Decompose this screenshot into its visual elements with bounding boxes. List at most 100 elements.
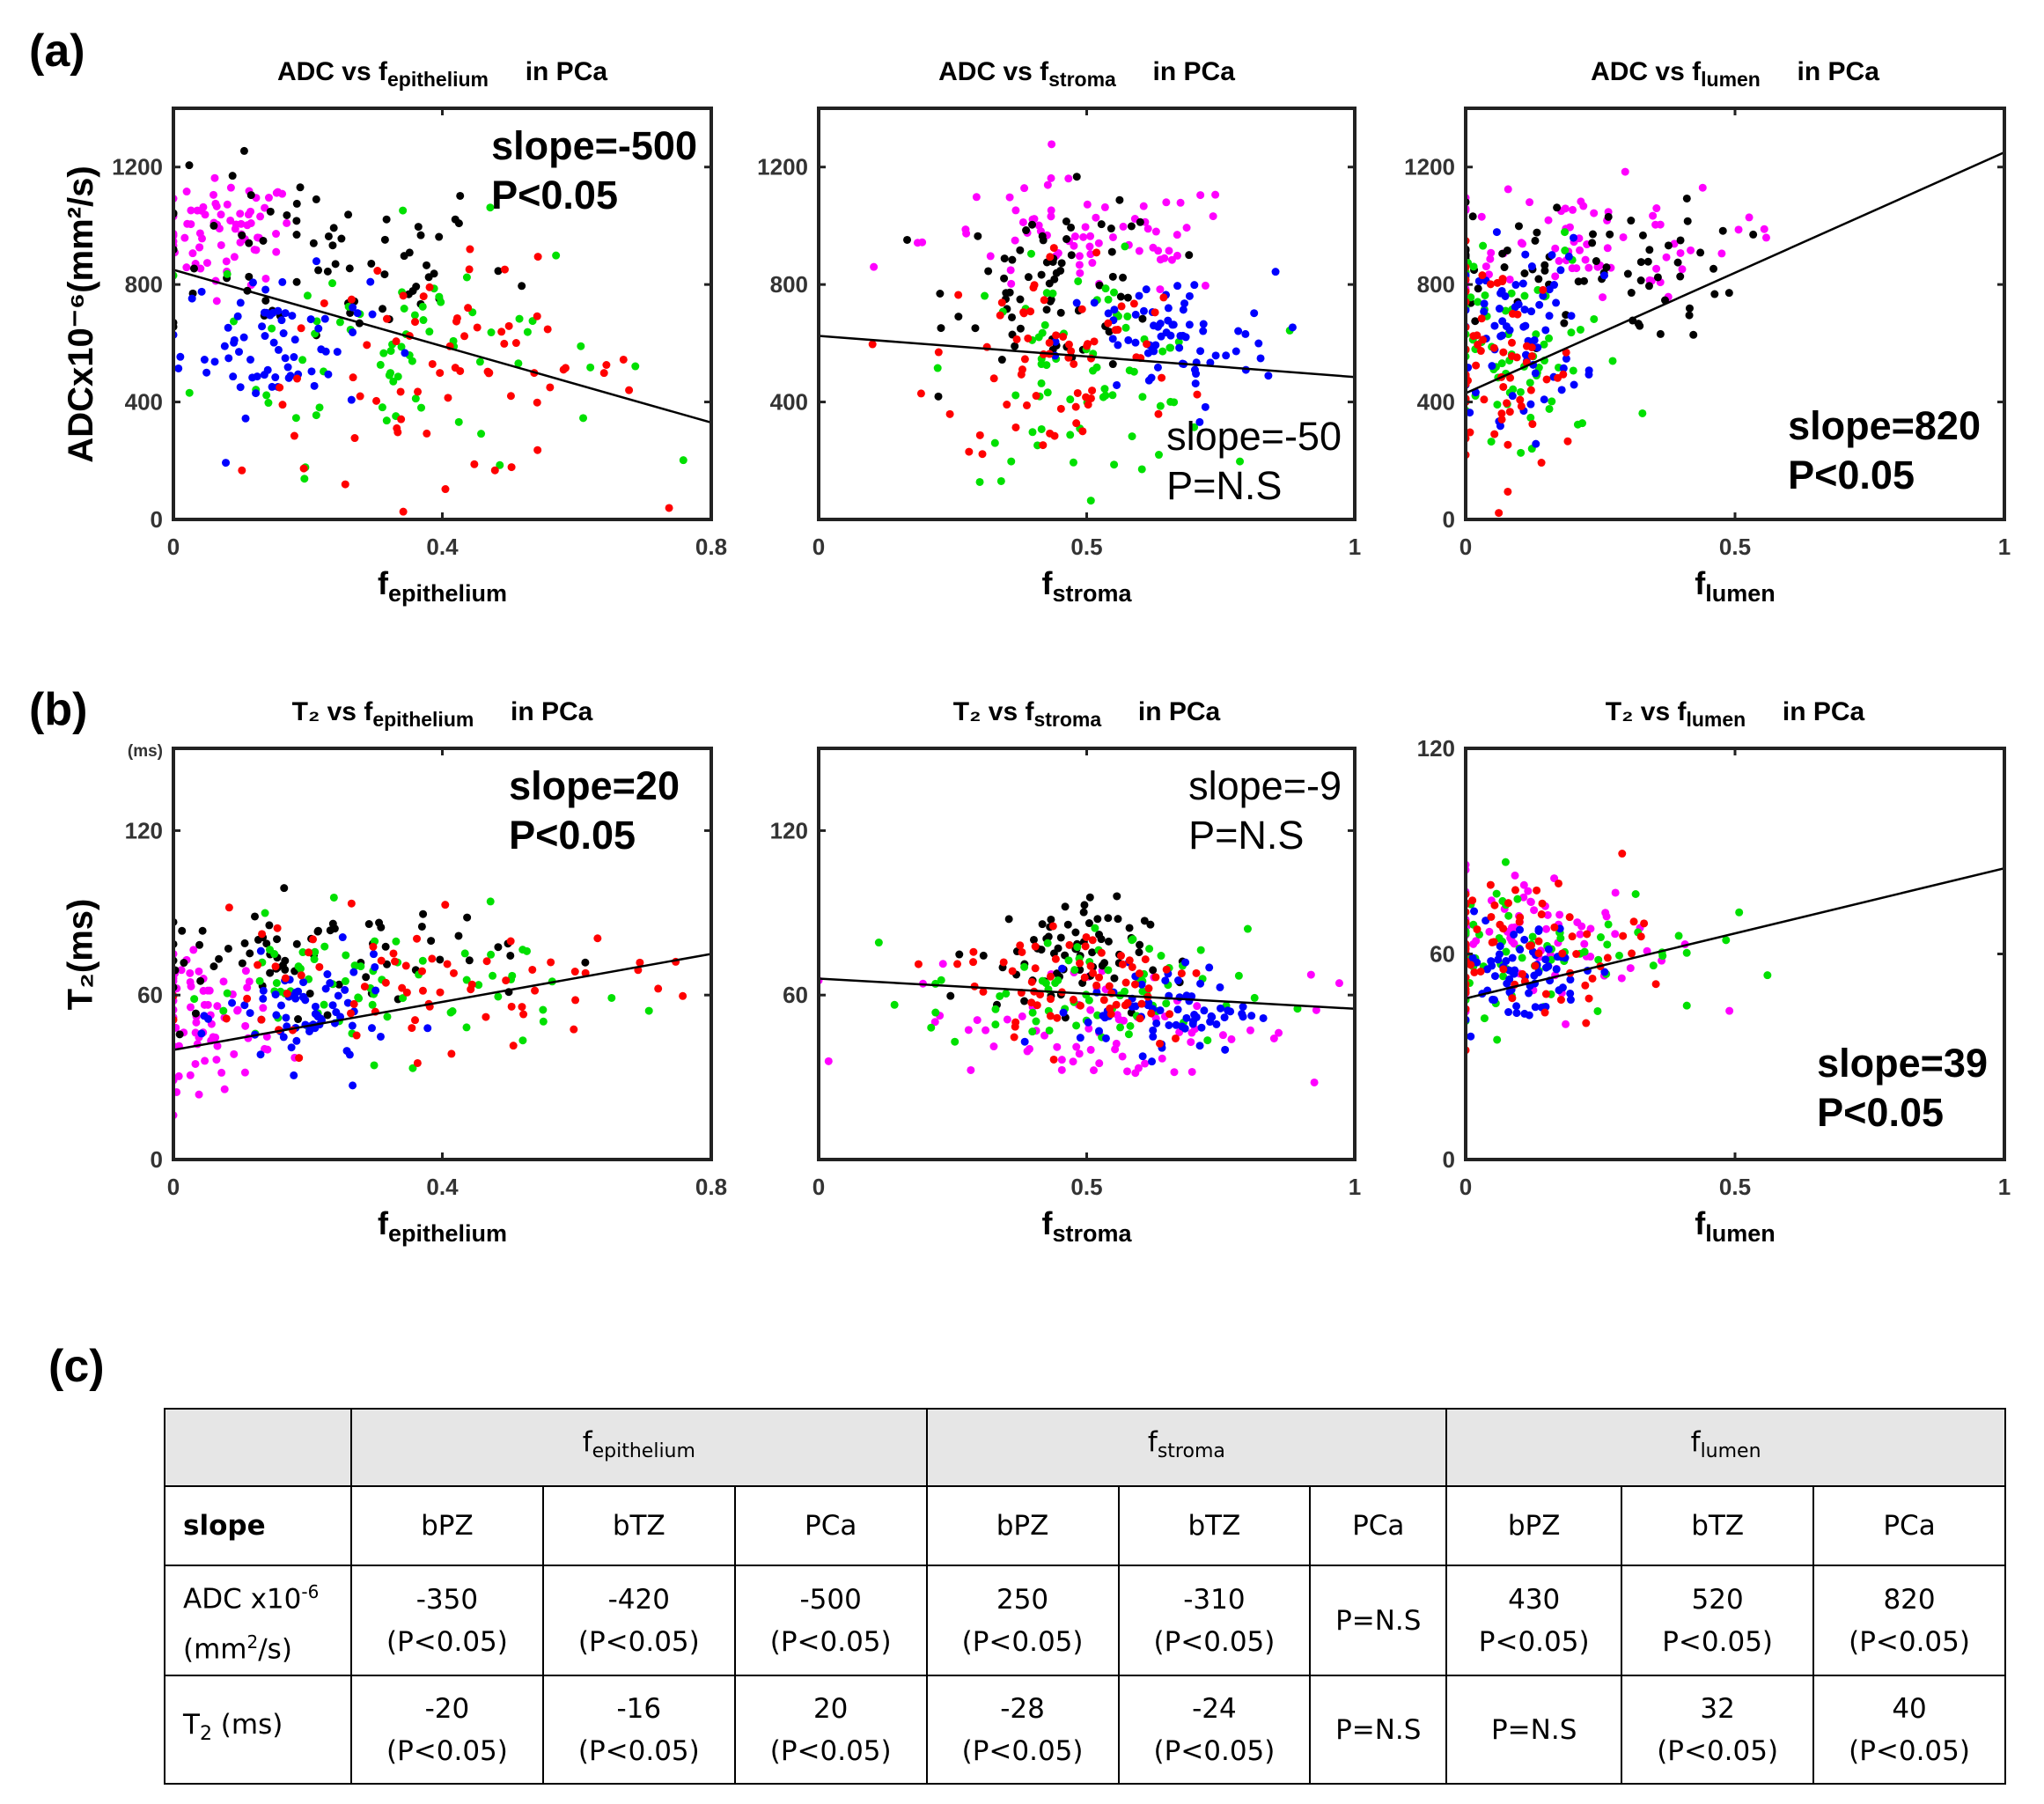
title-main: T₂ vs f [1605,697,1687,726]
data-point [1100,959,1109,968]
table-cell: -420 (P<0.05) [541,1565,736,1676]
data-point [490,466,499,475]
data-point [1075,261,1084,269]
data-point [1165,1010,1174,1019]
data-point [1636,276,1645,285]
data-point [1682,948,1691,957]
data-point [1116,1023,1125,1032]
title-suffix: in PCa [1782,697,1865,726]
data-point [1097,948,1106,957]
data-point [389,377,398,386]
data-point [1685,304,1694,313]
xlabel-sub: epithelium [387,580,508,607]
data-point [278,277,287,286]
plot-title: ADC vs fepithelium in PCa [277,57,607,92]
data-point [1136,940,1144,949]
cell-pvalue: (P<0.05) [577,1734,700,1767]
data-point [1490,321,1499,330]
data-point [1072,298,1081,307]
data-point [323,970,332,979]
data-point [1079,908,1088,917]
data-point [1156,401,1165,410]
data-point [248,278,257,287]
x-axis-label: flumen [1695,565,1776,607]
data-point [276,383,284,392]
y-tick-label: 1200 [112,154,163,180]
xlabel-main: f [1695,565,1706,601]
data-point [989,1042,998,1051]
cell-pvalue: (P<0.05) [1657,1734,1779,1767]
data-point [1504,440,1512,449]
data-point [507,1002,516,1011]
data-point [1501,306,1510,315]
data-point [1057,1056,1066,1064]
data-point [518,282,526,291]
data-point [1109,288,1118,297]
data-point [654,984,663,993]
data-point [938,960,947,968]
data-point [311,1002,320,1011]
data-point [1611,888,1620,897]
data-point [1488,938,1496,946]
data-point [934,348,943,357]
data-point [1086,497,1095,505]
data-point [320,942,329,951]
data-point [1626,964,1635,973]
data-point [1167,255,1176,264]
data-point [1203,1036,1212,1045]
cell-value: P=N.S [1335,1713,1422,1746]
data-point [1038,920,1047,929]
data-point [443,960,452,968]
data-point [315,403,324,412]
data-point [291,414,300,423]
x-tick-label: 0.5 [1070,1174,1102,1200]
data-point [1527,351,1536,360]
data-point [258,930,267,939]
xlabel-main: f [377,1205,388,1241]
data-point [261,203,269,212]
data-point [321,984,330,993]
subheader-cell: PCa [1309,1485,1448,1566]
data-point [1562,1020,1570,1028]
subheader-cell: bTZ [1117,1485,1312,1566]
data-point [1573,918,1582,927]
data-point [1689,330,1698,339]
y-tick-label: 1200 [1404,154,1455,180]
data-point [1119,273,1128,282]
header-sub: lumen [1700,1440,1761,1463]
data-point [996,991,1004,1000]
data-point [279,329,288,338]
cell-pvalue: (P<0.05) [386,1734,508,1767]
data-point [1053,1013,1062,1022]
data-point [272,247,281,256]
data-point [1092,213,1100,222]
cell-value: -500 [799,1583,862,1616]
data-point [1123,293,1132,302]
data-point [1137,465,1146,474]
data-point [1043,939,1052,947]
data-point [1499,972,1508,981]
data-point [228,998,237,1007]
data-point [269,338,278,347]
data-point [1540,1008,1549,1017]
data-point [1477,212,1486,221]
data-point [1312,1005,1320,1014]
data-point [489,971,497,980]
data-point [1094,239,1103,247]
header-sub: epithelium [592,1440,695,1463]
slope-text: slope=820 [1788,403,1981,448]
data-point [1581,981,1590,990]
data-point [1187,1067,1196,1076]
data-point [246,191,255,200]
data-point [1125,924,1134,932]
p-value-text: P<0.05 [1788,453,1915,497]
data-point [257,1015,266,1024]
data-point [1490,430,1499,438]
data-point [352,1031,361,1040]
data-point [305,989,314,998]
data-point [449,968,458,977]
data-point [1029,935,1038,944]
data-point [364,920,373,929]
data-point [1197,1023,1206,1032]
data-point [1141,955,1150,964]
